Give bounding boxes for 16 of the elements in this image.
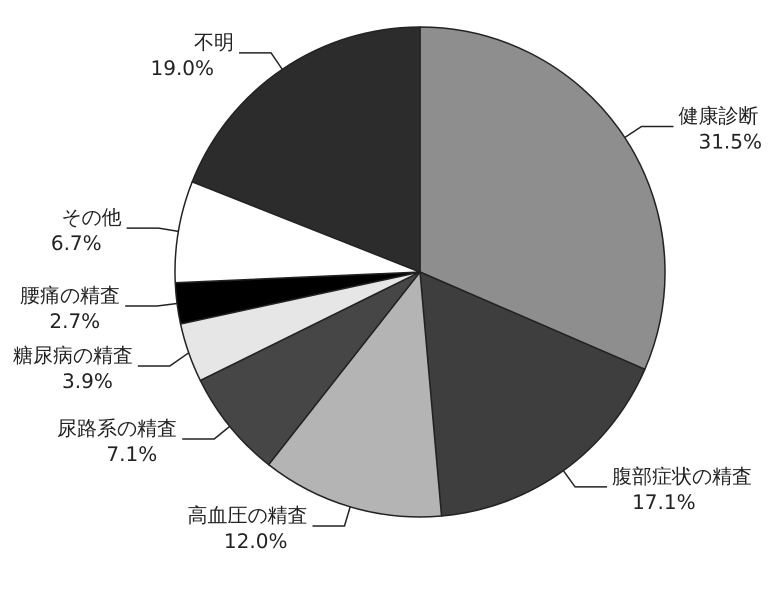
data-label: 2.7% <box>49 309 100 334</box>
slice-label: 腹部症状の精査 <box>612 464 752 488</box>
slice-label: 糖尿病の精査 <box>12 343 133 368</box>
data-label: 31.5% <box>698 130 762 154</box>
data-label: 7.1% <box>106 442 158 466</box>
slice-label: 高血圧の精査 <box>187 503 308 528</box>
slice-label: その他 <box>62 205 122 230</box>
data-label: 3.9% <box>62 369 113 394</box>
data-label: 17.1% <box>632 490 696 514</box>
slice-label: 健康診断 <box>678 104 758 128</box>
data-label: 12.0% <box>224 529 288 554</box>
slice-label: 不明 <box>194 30 234 54</box>
data-label: 19.0% <box>150 56 214 80</box>
slice-label: 尿路系の精査 <box>57 416 178 440</box>
slice-label: 腰痛の精査 <box>20 283 120 308</box>
data-label: 6.7% <box>50 231 102 256</box>
